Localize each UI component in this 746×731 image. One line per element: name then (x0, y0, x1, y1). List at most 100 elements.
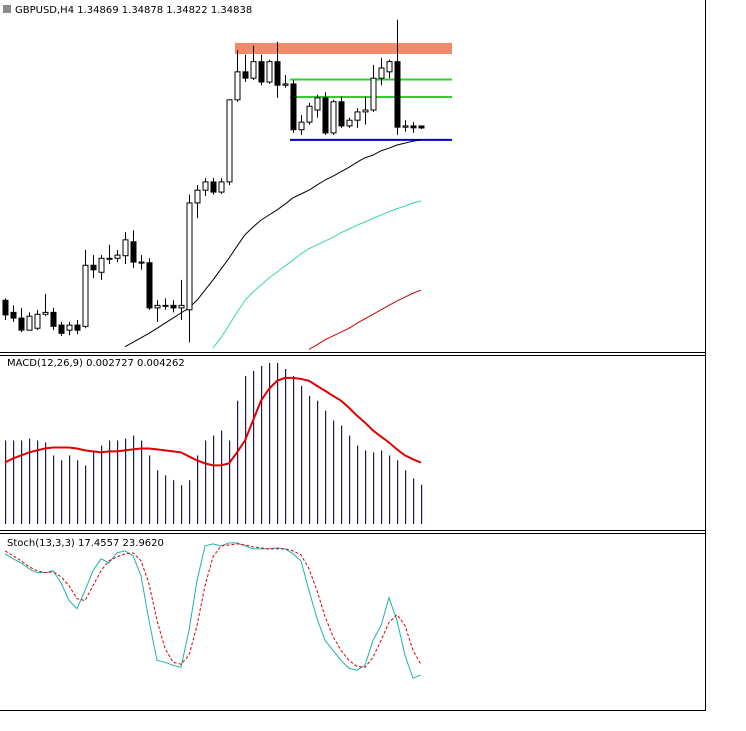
histogram-bar (117, 440, 119, 525)
candle-body (74, 324, 81, 331)
candle-body (98, 257, 105, 273)
candle-body (274, 61, 281, 86)
histogram-bar (5, 440, 7, 525)
histogram-bar (245, 375, 247, 525)
candle-body (114, 254, 121, 259)
histogram-bar (349, 435, 351, 525)
candle-body (418, 125, 425, 129)
histogram-bar (69, 455, 71, 525)
candle-body (218, 181, 225, 193)
plot-layer (2, 19, 452, 679)
candle-body (298, 121, 305, 131)
candle-body (306, 105, 313, 123)
histogram-bar (205, 440, 207, 525)
candle-body (346, 119, 353, 127)
stoch-line (4, 543, 422, 668)
histogram-bar (45, 442, 47, 525)
zone (235, 42, 452, 55)
candle-body (314, 97, 321, 111)
candle-body (394, 61, 401, 128)
candle-body (122, 239, 129, 257)
candle-body (154, 304, 161, 309)
candle-body (58, 324, 65, 334)
moving-average (212, 200, 422, 349)
candle-body (66, 324, 73, 331)
histogram-bar (77, 460, 79, 525)
candle-body (138, 261, 145, 264)
histogram-bar (165, 475, 167, 525)
histogram-bar (133, 435, 135, 525)
chart-title: GBPUSD,H4 1.34869 1.34878 1.34822 1.3483… (15, 5, 252, 16)
histogram-bar (277, 362, 279, 525)
histogram-bar (413, 478, 415, 525)
candle-body (378, 67, 385, 79)
candle-body (2, 299, 9, 316)
stoch-line (4, 542, 422, 679)
candle-body (370, 77, 377, 111)
candle-body (26, 315, 33, 331)
histogram-bar (285, 368, 287, 525)
candle-body (106, 257, 113, 260)
macd-title: MACD(12,26,9) 0.002727 0.004262 (7, 358, 185, 369)
histogram-bar (405, 470, 407, 525)
candle-body (42, 311, 49, 315)
histogram-bar (213, 435, 215, 525)
chart-icon (3, 5, 11, 13)
candle-body (82, 264, 89, 327)
candle-body (258, 61, 265, 83)
candle-body (290, 83, 297, 131)
candle-body (242, 71, 249, 79)
candle-body (90, 264, 97, 271)
histogram-bar (261, 365, 263, 525)
signal-line (4, 376, 422, 467)
histogram-bar (269, 362, 271, 525)
candle-body (330, 101, 337, 134)
candle-body (178, 304, 185, 309)
histogram-bar (125, 438, 127, 525)
histogram-bar (109, 440, 111, 525)
histogram-bar (317, 400, 319, 525)
histogram-bar (253, 370, 255, 525)
candle-body (234, 71, 241, 101)
candle-body (226, 99, 233, 183)
candle-body (50, 311, 57, 327)
histogram-bar (197, 455, 199, 525)
candle-body (130, 241, 137, 263)
candle-body (282, 83, 289, 86)
histogram-bar (301, 385, 303, 525)
candle-body (34, 313, 41, 329)
histogram-bar (93, 450, 95, 525)
histogram-bar (13, 440, 15, 525)
histogram-bar (189, 480, 191, 525)
candle-body (266, 61, 273, 83)
histogram-bar (373, 452, 375, 525)
histogram-bar (21, 440, 23, 525)
candle-body (210, 181, 217, 193)
candle-body (162, 304, 169, 307)
histogram-bar (173, 480, 175, 525)
candle-body (322, 97, 329, 134)
candle-body (386, 61, 393, 73)
candle-body (250, 61, 257, 79)
candle-body (10, 311, 17, 319)
candle-body (194, 189, 201, 204)
candle-body (362, 109, 369, 113)
histogram-bar (293, 375, 295, 525)
candle-body (146, 262, 153, 309)
candle-body (18, 317, 25, 331)
candle-body (402, 125, 409, 128)
histogram-bar (397, 460, 399, 525)
candle-body (338, 101, 345, 127)
candle-body (202, 181, 209, 191)
histogram-bar (237, 400, 239, 525)
histogram-bar (53, 455, 55, 525)
histogram-bar (141, 440, 143, 525)
histogram-bar (221, 430, 223, 525)
histogram-bar (85, 465, 87, 525)
histogram-bar (365, 450, 367, 525)
histogram-bar (389, 455, 391, 525)
histogram-bar (381, 450, 383, 525)
moving-average (308, 289, 422, 350)
